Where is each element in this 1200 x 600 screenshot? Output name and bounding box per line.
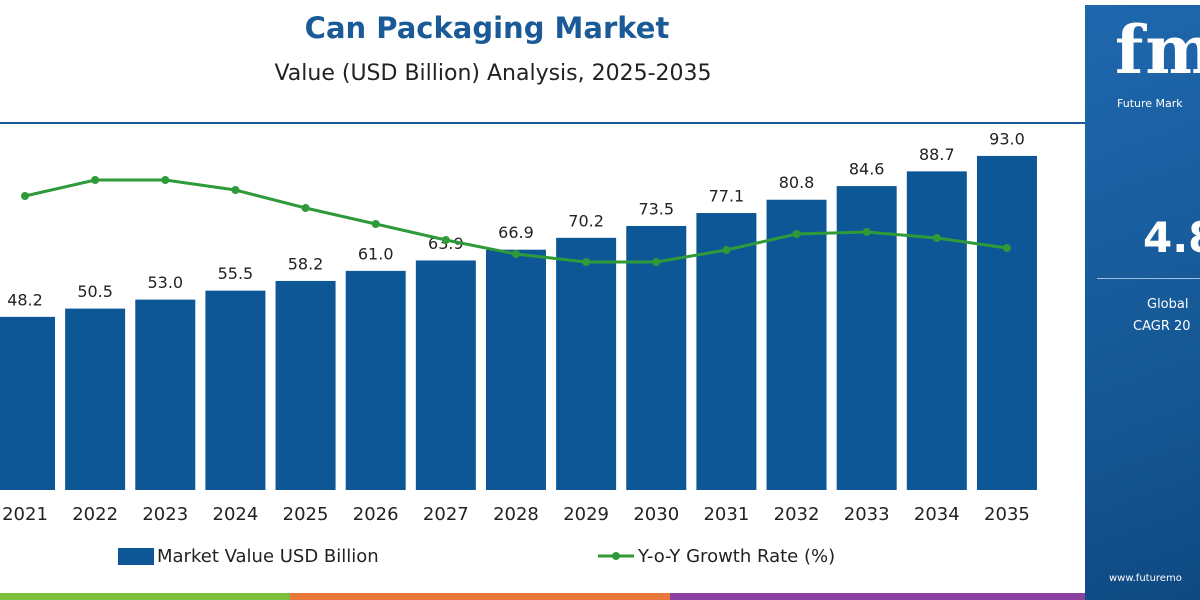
bar — [906, 171, 967, 490]
value-label: 61.0 — [358, 244, 394, 263]
x-tick-label: 2025 — [283, 504, 329, 525]
bar — [485, 249, 546, 490]
chart: Can Packaging Market Value (USD Billion)… — [0, 11, 1085, 600]
growth-point — [582, 258, 591, 266]
value-label: 66.9 — [498, 223, 534, 242]
divider — [1097, 278, 1200, 279]
value-label: 58.2 — [288, 254, 324, 273]
x-tick-label: 2030 — [633, 504, 679, 525]
bar — [766, 199, 827, 491]
bar — [135, 299, 196, 490]
x-tick-label: 2035 — [984, 504, 1030, 525]
footer-strip — [670, 593, 1085, 600]
value-label: 88.7 — [919, 145, 955, 164]
legend-swatch — [118, 548, 154, 565]
growth-point — [371, 220, 380, 228]
bar — [836, 186, 897, 490]
x-tick-label: 2028 — [493, 504, 539, 525]
bar — [205, 290, 266, 490]
value-label: 84.6 — [849, 160, 885, 179]
value-label: 48.2 — [7, 290, 43, 309]
bar — [65, 308, 126, 490]
legend-swatch — [612, 552, 620, 560]
chart-title: Can Packaging Market — [305, 11, 670, 45]
chart-subtitle: Value (USD Billion) Analysis, 2025-2035 — [274, 61, 711, 86]
growth-point — [862, 228, 871, 236]
bar — [345, 270, 406, 490]
growth-point — [301, 204, 310, 212]
growth-point — [21, 192, 29, 200]
value-label: 53.0 — [147, 273, 183, 292]
legend-label: Market Value USD Billion — [157, 546, 379, 567]
growth-point — [1002, 244, 1011, 252]
x-tick-label: 2029 — [563, 504, 609, 525]
value-label: 70.2 — [568, 211, 604, 230]
footer-strip — [0, 593, 290, 600]
bar — [556, 237, 617, 490]
value-label: 77.1 — [709, 187, 745, 206]
x-tick-label: 2021 — [2, 504, 48, 525]
x-tick-label: 2031 — [703, 504, 749, 525]
growth-point — [231, 186, 240, 194]
x-tick-label: 2024 — [213, 504, 259, 525]
growth-point — [792, 230, 801, 238]
growth-point — [511, 250, 520, 258]
value-label: 80.8 — [779, 173, 815, 192]
x-tick-label: 2023 — [142, 504, 188, 525]
growth-point — [441, 236, 450, 244]
cagr-value: 4.8 — [1143, 213, 1200, 262]
bar — [275, 280, 336, 490]
bar — [0, 316, 55, 490]
legend-label: Y-o-Y Growth Rate (%) — [637, 546, 835, 567]
growth-point — [722, 246, 731, 254]
cagr-label: Global — [1147, 297, 1189, 312]
bar — [696, 213, 757, 491]
value-label: 93.0 — [989, 129, 1025, 148]
x-tick-label: 2026 — [353, 504, 399, 525]
bar — [415, 260, 476, 490]
cagr-sublabel: CAGR 20 — [1133, 319, 1191, 334]
brand: Future Mark — [1117, 97, 1183, 110]
growth-point — [652, 258, 661, 266]
growth-point — [91, 176, 100, 184]
value-label: 55.5 — [218, 264, 254, 283]
x-tick-label: 2032 — [774, 504, 820, 525]
x-tick-label: 2034 — [914, 504, 960, 525]
growth-point — [161, 176, 170, 184]
growth-point — [932, 234, 941, 242]
bar — [976, 155, 1037, 490]
footer-strip — [290, 593, 670, 600]
value-label: 73.5 — [638, 199, 674, 218]
logo: fmi — [1115, 11, 1200, 89]
side-panel: fmi Future Mark 4.8 Global CAGR 20 www.f… — [1085, 5, 1200, 600]
value-label: 50.5 — [77, 282, 113, 301]
bar — [626, 225, 687, 490]
x-tick-label: 2033 — [844, 504, 890, 525]
x-tick-label: 2022 — [72, 504, 118, 525]
x-tick-label: 2027 — [423, 504, 469, 525]
url: www.futuremo — [1109, 573, 1182, 584]
